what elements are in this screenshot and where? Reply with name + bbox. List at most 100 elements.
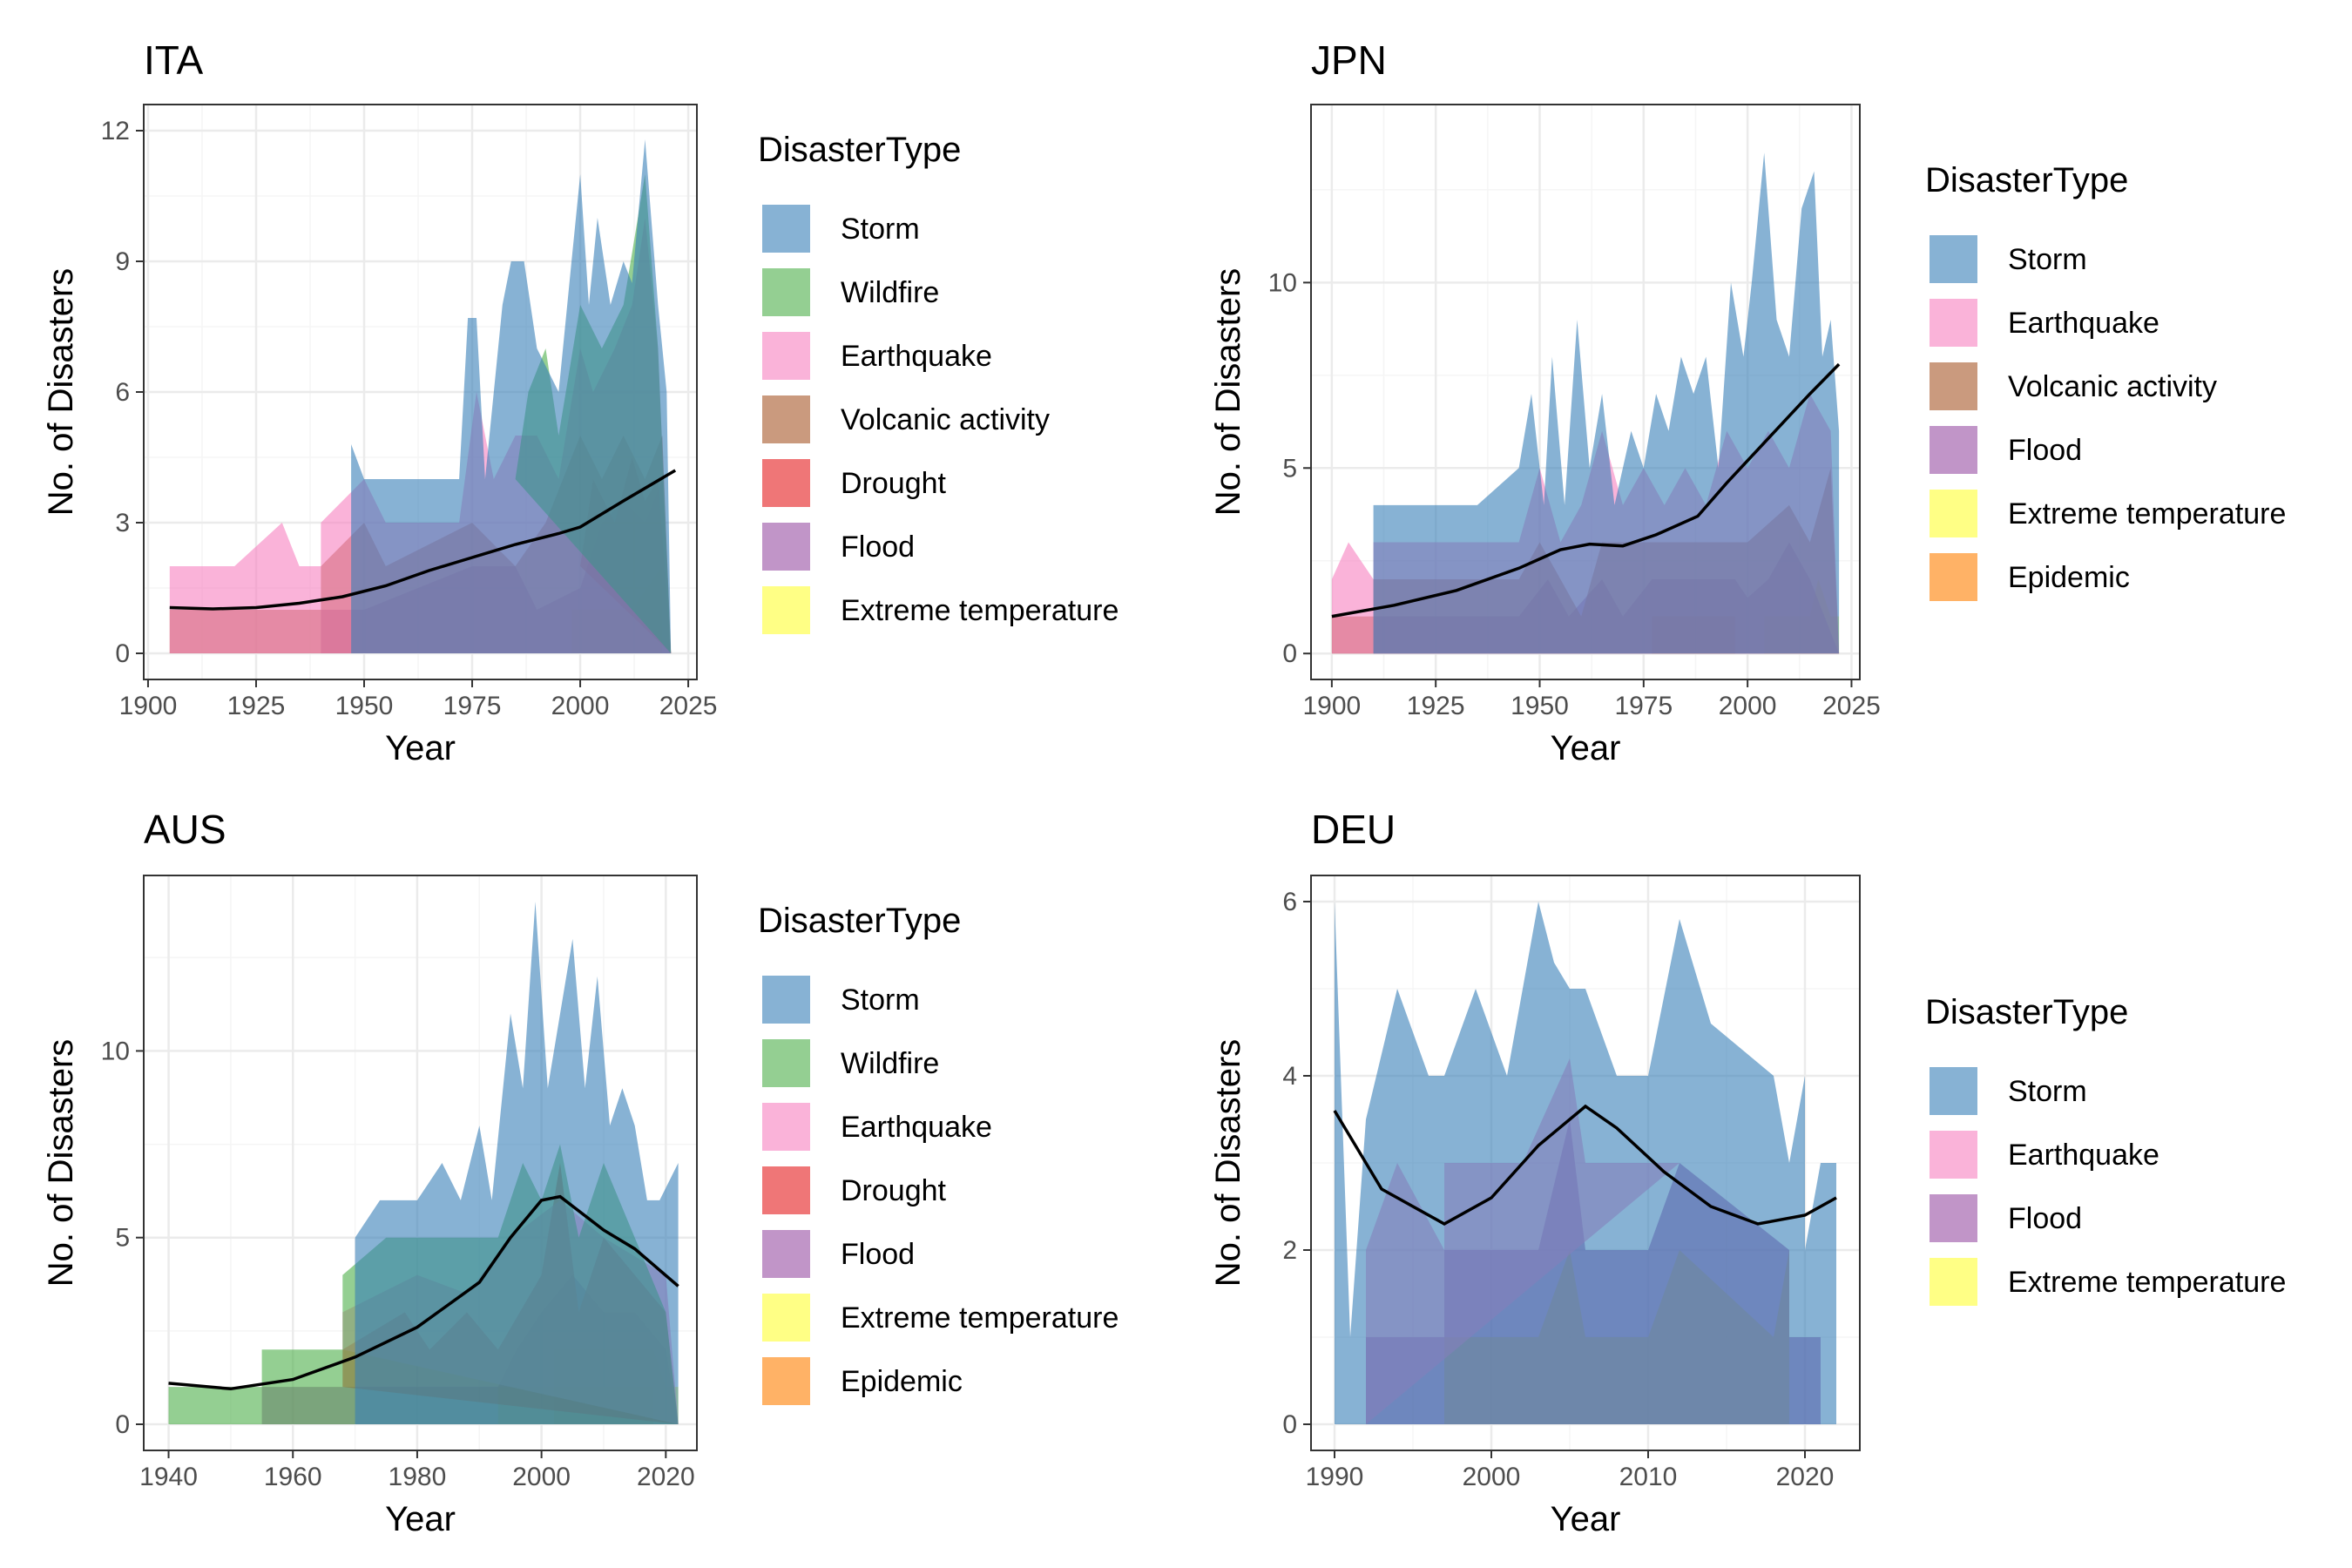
legend-label-wildfire: Wildfire bbox=[841, 276, 939, 309]
legend-key-storm bbox=[1930, 235, 1977, 283]
x-tick-label: 1950 bbox=[335, 692, 394, 720]
y-axis-label: No. of Disasters bbox=[1209, 1039, 1247, 1288]
legend-key-epidemic bbox=[762, 1357, 810, 1405]
x-axis-label: Year bbox=[385, 1500, 456, 1538]
legend-key-flood bbox=[762, 1230, 810, 1278]
legend-key-earthquake bbox=[1930, 1131, 1977, 1179]
x-tick-label: 1900 bbox=[1302, 692, 1361, 720]
legend-key-flood bbox=[1930, 1194, 1977, 1242]
y-tick-label: 12 bbox=[101, 117, 130, 145]
y-tick-label: 4 bbox=[1282, 1062, 1297, 1091]
legend-key-extreme-temperature bbox=[762, 586, 810, 634]
x-tick-label: 1990 bbox=[1306, 1463, 1364, 1491]
legend-label-drought: Drought bbox=[841, 1174, 947, 1207]
legend-label-volcanic-activity: Volcanic activity bbox=[841, 403, 1050, 436]
legend-label-storm: Storm bbox=[841, 213, 920, 246]
trend-line bbox=[1331, 362, 1841, 618]
trend-line bbox=[1333, 1104, 1837, 1227]
x-tick-label: 2025 bbox=[1822, 692, 1881, 720]
chart-panel-ita: 1900 1925 1950 1975 2000 2025 0 3 6 9 12 ITA Year No.… bbox=[42, 37, 1119, 767]
x-tick-label: 1925 bbox=[227, 692, 286, 720]
legend-label-earthquake: Earthquake bbox=[841, 1111, 992, 1144]
y-tick-label: 6 bbox=[115, 378, 130, 407]
panel-border bbox=[1310, 104, 1861, 680]
x-tick-label: 1900 bbox=[119, 692, 178, 720]
legend-key-flood bbox=[1930, 426, 1977, 474]
panel-title: JPN bbox=[1311, 37, 1387, 83]
y-tick-label: 6 bbox=[1282, 888, 1297, 916]
x-tick-label: 1940 bbox=[139, 1463, 198, 1491]
legend: DisasterType Storm Earthquake Volcanic acti… bbox=[1925, 161, 2286, 601]
legend-label-flood: Flood bbox=[2008, 1202, 2082, 1235]
area-storm bbox=[355, 902, 679, 1424]
legend-title: DisasterType bbox=[1925, 161, 2128, 199]
y-tick-label: 5 bbox=[1282, 454, 1297, 483]
x-tick-label: 2020 bbox=[637, 1463, 695, 1491]
trend-line bbox=[169, 469, 677, 611]
legend-key-extreme-temperature bbox=[1930, 490, 1977, 537]
x-tick-label: 1925 bbox=[1407, 692, 1465, 720]
legend-key-epidemic bbox=[1930, 553, 1977, 601]
chart-panel-deu: 1990 2000 2010 2020 0 2 4 6 DEU Year No. of Disast… bbox=[1209, 807, 2286, 1538]
panel-title: DEU bbox=[1311, 807, 1396, 852]
legend-key-volcanic-activity bbox=[1930, 362, 1977, 410]
legend-label-storm: Storm bbox=[841, 983, 920, 1017]
x-tick-label: 2010 bbox=[1619, 1463, 1678, 1491]
legend-key-wildfire bbox=[762, 268, 810, 316]
legend: DisasterType Storm Wildfire Earthquake Volca… bbox=[758, 131, 1119, 634]
x-tick-label: 1950 bbox=[1511, 692, 1569, 720]
y-tick-label: 9 bbox=[115, 247, 130, 276]
y-axis-label: No. of Disasters bbox=[42, 1039, 80, 1288]
x-tick-label: 2000 bbox=[1463, 1463, 1521, 1491]
legend-label-storm: Storm bbox=[2008, 1075, 2087, 1108]
legend-title: DisasterType bbox=[758, 902, 961, 940]
legend-label-extreme-temperature: Extreme temperature bbox=[2008, 497, 2286, 531]
legend-key-storm bbox=[1930, 1067, 1977, 1115]
area-storm bbox=[351, 139, 672, 653]
panel-border bbox=[143, 875, 698, 1451]
x-tick-label: 1975 bbox=[1614, 692, 1673, 720]
legend-key-volcanic-activity bbox=[762, 395, 810, 443]
x-axis-label: Year bbox=[1551, 729, 1621, 767]
area-storm bbox=[1373, 152, 1840, 654]
legend-label-drought: Drought bbox=[841, 467, 947, 500]
y-tick-label: 10 bbox=[1268, 268, 1297, 297]
x-tick-label: 2025 bbox=[659, 692, 718, 720]
x-tick-label: 1975 bbox=[443, 692, 502, 720]
legend-key-extreme-temperature bbox=[1930, 1258, 1977, 1306]
x-tick-label: 1980 bbox=[389, 1463, 447, 1491]
area-storm bbox=[1335, 902, 1836, 1424]
x-tick-label: 1960 bbox=[264, 1463, 322, 1491]
y-tick-label: 3 bbox=[115, 509, 130, 537]
legend-label-earthquake: Earthquake bbox=[841, 340, 992, 373]
y-tick-label: 0 bbox=[1282, 1410, 1297, 1439]
panel-title: ITA bbox=[144, 37, 203, 83]
legend-label-earthquake: Earthquake bbox=[2008, 307, 2159, 340]
y-axis-label: No. of Disasters bbox=[42, 268, 80, 517]
x-tick-label: 2000 bbox=[512, 1463, 571, 1491]
legend-label-storm: Storm bbox=[2008, 243, 2087, 276]
legend-key-drought bbox=[762, 1166, 810, 1214]
panel-border bbox=[1310, 875, 1861, 1451]
legend-label-flood: Flood bbox=[841, 1238, 915, 1271]
legend-key-drought bbox=[762, 459, 810, 507]
y-tick-label: 10 bbox=[101, 1037, 130, 1065]
legend-label-earthquake: Earthquake bbox=[2008, 1139, 2159, 1172]
legend-key-earthquake bbox=[762, 1103, 810, 1151]
legend-label-extreme-temperature: Extreme temperature bbox=[2008, 1266, 2286, 1299]
area-series-group bbox=[169, 139, 672, 653]
legend-label-epidemic: Epidemic bbox=[841, 1365, 963, 1398]
legend-key-storm bbox=[762, 205, 810, 253]
x-tick-label: 2000 bbox=[551, 692, 610, 720]
area-series-group bbox=[168, 902, 679, 1424]
legend: DisasterType Storm Wildfire Earthquake Droug… bbox=[758, 902, 1119, 1405]
legend-label-extreme-temperature: Extreme temperature bbox=[841, 1301, 1119, 1335]
area-series-group bbox=[1335, 902, 1836, 1424]
y-tick-label: 5 bbox=[115, 1224, 130, 1253]
x-axis-label: Year bbox=[385, 729, 456, 767]
legend-title: DisasterType bbox=[758, 131, 961, 169]
legend-key-extreme-temperature bbox=[762, 1294, 810, 1342]
legend-key-flood bbox=[762, 523, 810, 571]
panel-title: AUS bbox=[144, 807, 226, 852]
